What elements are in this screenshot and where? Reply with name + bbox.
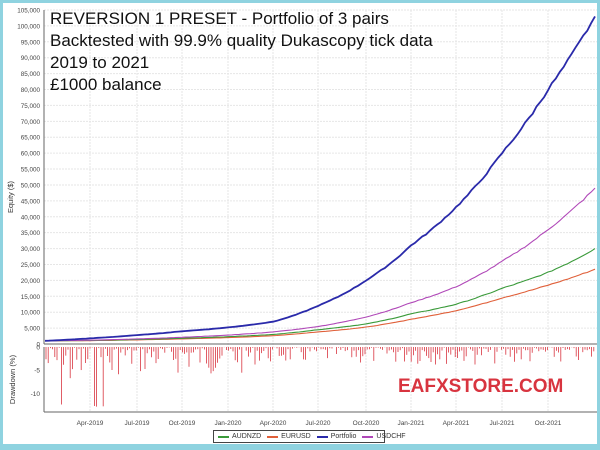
svg-text:0: 0 bbox=[36, 345, 40, 352]
svg-text:10,000: 10,000 bbox=[21, 310, 41, 317]
chart-frame: 0 5,000 10,000 15,000 20,000 25,000 30,000 35,0… bbox=[3, 3, 597, 444]
svg-text:Drawdown (%): Drawdown (%) bbox=[8, 354, 17, 404]
chart-canvas: 0 5,000 10,000 15,000 20,000 25,000 30,000 35,0… bbox=[6, 8, 597, 427]
svg-text:Jul-2020: Jul-2020 bbox=[306, 420, 331, 427]
svg-text:35,000: 35,000 bbox=[21, 230, 41, 237]
svg-text:105,000: 105,000 bbox=[17, 8, 40, 15]
svg-text:Oct-2019: Oct-2019 bbox=[169, 420, 196, 427]
svg-text:100,000: 100,000 bbox=[17, 23, 40, 30]
svg-text:Jul-2021: Jul-2021 bbox=[490, 420, 515, 427]
svg-text:30,000: 30,000 bbox=[21, 246, 41, 253]
svg-text:25,000: 25,000 bbox=[21, 262, 41, 269]
legend-swatch-icon bbox=[362, 435, 374, 438]
legend-label: USDCHF bbox=[376, 433, 406, 440]
chart-legend: AUDNZD EURUSD Portfolio USDCHF bbox=[213, 430, 406, 443]
legend-item-portfolio: Portfolio bbox=[316, 433, 357, 440]
legend-item-eurusd: EURUSD bbox=[267, 433, 311, 440]
svg-text:Apr-2019: Apr-2019 bbox=[77, 420, 104, 427]
legend-swatch-icon bbox=[218, 435, 229, 438]
svg-text:Equity ($): Equity ($) bbox=[6, 180, 15, 213]
svg-text:55,000: 55,000 bbox=[21, 167, 41, 174]
svg-text:20,000: 20,000 bbox=[21, 278, 41, 285]
svg-text:75,000: 75,000 bbox=[21, 103, 41, 110]
svg-text:60,000: 60,000 bbox=[21, 151, 41, 158]
title-line-1: REVERSION 1 PRESET - Portfolio of 3 pair… bbox=[50, 9, 389, 28]
legend-item-audnzd: AUDNZD bbox=[218, 433, 261, 440]
svg-text:Apr-2020: Apr-2020 bbox=[260, 420, 287, 427]
svg-text:70,000: 70,000 bbox=[21, 119, 41, 126]
legend-item-usdchf: USDCHF bbox=[362, 433, 406, 440]
legend-swatch-icon bbox=[316, 435, 328, 438]
svg-text:90,000: 90,000 bbox=[21, 55, 41, 62]
svg-text:Oct-2021: Oct-2021 bbox=[535, 420, 562, 427]
svg-text:Jan-2020: Jan-2020 bbox=[214, 420, 241, 427]
legend-label: EURUSD bbox=[281, 433, 311, 440]
svg-text:45,000: 45,000 bbox=[21, 198, 41, 205]
title-line-4: £1000 balance bbox=[50, 75, 162, 94]
svg-text:Oct-2020: Oct-2020 bbox=[353, 420, 380, 427]
svg-text:-10: -10 bbox=[31, 391, 41, 398]
legend-swatch-icon bbox=[267, 435, 279, 438]
svg-text:Apr-2021: Apr-2021 bbox=[443, 420, 470, 427]
svg-text:-5: -5 bbox=[34, 368, 40, 375]
svg-text:50,000: 50,000 bbox=[21, 182, 41, 189]
title-line-3: 2019 to 2021 bbox=[50, 53, 150, 72]
legend-label: AUDNZD bbox=[232, 433, 262, 440]
svg-text:15,000: 15,000 bbox=[21, 294, 41, 301]
svg-text:5,000: 5,000 bbox=[24, 326, 40, 333]
watermark: EAFXSTORE.COM bbox=[398, 376, 564, 397]
svg-text:Jul-2019: Jul-2019 bbox=[125, 420, 150, 427]
svg-text:85,000: 85,000 bbox=[21, 71, 41, 78]
svg-text:Jan-2021: Jan-2021 bbox=[397, 420, 424, 427]
svg-text:95,000: 95,000 bbox=[21, 39, 41, 46]
title-line-2: Backtested with 99.9% quality Dukascopy … bbox=[50, 31, 433, 50]
svg-text:40,000: 40,000 bbox=[21, 214, 41, 221]
svg-text:65,000: 65,000 bbox=[21, 135, 41, 142]
svg-text:0: 0 bbox=[36, 342, 40, 349]
svg-text:80,000: 80,000 bbox=[21, 87, 41, 94]
legend-label: Portfolio bbox=[330, 433, 357, 440]
